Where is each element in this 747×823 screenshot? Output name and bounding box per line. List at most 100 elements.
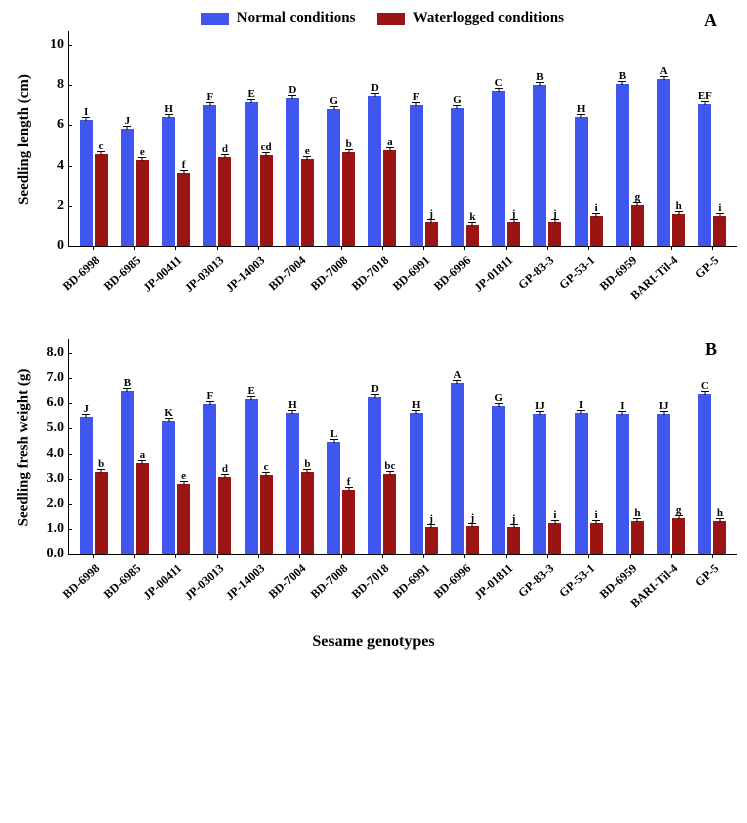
bar-waterlogged: f bbox=[177, 173, 190, 246]
bar-waterlogged: k bbox=[466, 225, 479, 247]
bar-normal: A bbox=[451, 383, 464, 554]
bar-waterlogged: j bbox=[507, 527, 520, 554]
bar-normal: E bbox=[245, 399, 258, 554]
bar-group: De bbox=[279, 31, 320, 246]
bar-normal: C bbox=[698, 394, 711, 554]
error-bar bbox=[536, 82, 544, 86]
error-bar bbox=[701, 391, 709, 395]
bar-group: Ba bbox=[114, 339, 155, 554]
bar-normal: A bbox=[657, 79, 670, 246]
bar-normal: H bbox=[162, 117, 175, 246]
bar-normal: IJ bbox=[657, 414, 670, 554]
bar-waterlogged: i bbox=[590, 523, 603, 554]
error-bar bbox=[453, 380, 461, 384]
error-bar bbox=[660, 76, 668, 80]
error-bar bbox=[330, 106, 338, 110]
bar-waterlogged: e bbox=[136, 160, 149, 246]
error-bar bbox=[592, 520, 600, 524]
bar-group: Fj bbox=[403, 31, 444, 246]
ytick: 2.0 bbox=[38, 497, 68, 511]
bar-group: Ec bbox=[238, 339, 279, 554]
panel-a-plot: IcJeHfFdEcdDeGbDaFjGkCjBjHiBgAhEFi bbox=[68, 31, 737, 247]
bar-group: Jb bbox=[73, 339, 114, 554]
bar-waterlogged: cd bbox=[260, 155, 273, 246]
bar-waterlogged: b bbox=[301, 472, 314, 554]
error-bar bbox=[206, 401, 214, 405]
error-bar bbox=[495, 88, 503, 92]
error-bar bbox=[592, 213, 600, 217]
ytick: 10 bbox=[38, 38, 68, 52]
bar-normal: I bbox=[616, 414, 629, 554]
bar-group: Je bbox=[114, 31, 155, 246]
error-bar bbox=[675, 515, 683, 519]
error-bar bbox=[138, 157, 146, 161]
error-bar bbox=[206, 102, 214, 106]
bar-group: Ih bbox=[609, 339, 650, 554]
bar-group: Aj bbox=[444, 339, 485, 554]
bar-waterlogged: h bbox=[631, 521, 644, 554]
bar-waterlogged: bc bbox=[383, 474, 396, 554]
error-bar bbox=[303, 156, 311, 160]
bar-group: IJi bbox=[527, 339, 568, 554]
error-bar bbox=[123, 388, 131, 392]
bar-waterlogged: d bbox=[218, 157, 231, 246]
bar-group: Ch bbox=[692, 339, 733, 554]
error-bar bbox=[138, 460, 146, 464]
bar-group: Gb bbox=[321, 31, 362, 246]
error-bar bbox=[427, 524, 435, 528]
panel-b: B Seedling fresh weight (g) 8.07.06.05.0… bbox=[10, 339, 737, 651]
bar-group: Fd bbox=[197, 31, 238, 246]
bar-waterlogged: g bbox=[631, 205, 644, 246]
bar-group: Dbc bbox=[362, 339, 403, 554]
bar-normal: D bbox=[286, 98, 299, 246]
bar-normal: B bbox=[121, 391, 134, 554]
bar-normal: D bbox=[368, 96, 381, 247]
error-bar bbox=[412, 102, 420, 106]
panel-b-plot: JbBaKeFdEcHbLfDbcHjAjGjIJiIiIhIJgCh bbox=[68, 339, 737, 555]
bar-waterlogged: a bbox=[383, 150, 396, 246]
bar-waterlogged: j bbox=[507, 222, 520, 246]
ytick: 6.0 bbox=[38, 396, 68, 410]
error-bar bbox=[618, 81, 626, 85]
bar-normal: E bbox=[245, 102, 258, 246]
panel-a-ylabel: Seedling length (cm) bbox=[16, 74, 33, 205]
bar-normal: B bbox=[533, 85, 546, 246]
error-bar bbox=[386, 471, 394, 475]
error-bar bbox=[247, 396, 255, 400]
legend-label-waterlogged: Waterlogged conditions bbox=[413, 10, 564, 26]
bar-normal: H bbox=[575, 117, 588, 246]
panel-a-yaxis: 1086420 bbox=[38, 31, 68, 246]
bar-normal: IJ bbox=[533, 414, 546, 554]
error-bar bbox=[701, 101, 709, 105]
error-bar bbox=[510, 219, 518, 223]
bar-normal: I bbox=[80, 120, 93, 246]
error-bar bbox=[288, 95, 296, 99]
bar-group: EFi bbox=[692, 31, 733, 246]
ytick: 7.0 bbox=[38, 371, 68, 385]
panel-a-chart: Seedling length (cm) 1086420 IcJeHfFdEcd… bbox=[10, 31, 737, 247]
panel-b-chart: Seedling fresh weight (g) 8.07.06.05.04.… bbox=[10, 339, 737, 555]
bar-waterlogged: e bbox=[177, 484, 190, 554]
error-bar bbox=[221, 154, 229, 158]
bar-group: Gj bbox=[486, 339, 527, 554]
bar-group: Hj bbox=[403, 339, 444, 554]
error-bar bbox=[536, 411, 544, 415]
figure: Normal conditions Waterlogged conditions… bbox=[10, 10, 737, 651]
bar-group: Hi bbox=[568, 31, 609, 246]
ytick: 5.0 bbox=[38, 421, 68, 435]
panel-b-ylabel-wrap: Seedling fresh weight (g) bbox=[10, 339, 38, 555]
bar-waterlogged: i bbox=[548, 523, 561, 554]
error-bar bbox=[618, 411, 626, 415]
error-bar bbox=[330, 439, 338, 443]
panel-b-yaxis: 8.07.06.05.04.03.02.01.00.0 bbox=[38, 339, 68, 554]
bar-normal: I bbox=[575, 413, 588, 554]
bar-waterlogged: i bbox=[713, 216, 726, 246]
error-bar bbox=[468, 523, 476, 527]
error-bar bbox=[165, 114, 173, 118]
error-bar bbox=[82, 117, 90, 121]
bar-waterlogged: c bbox=[95, 154, 108, 246]
bar-group: Ic bbox=[73, 31, 114, 246]
error-bar bbox=[468, 222, 476, 226]
legend-swatch-waterlogged bbox=[377, 13, 405, 25]
bar-group: Ii bbox=[568, 339, 609, 554]
